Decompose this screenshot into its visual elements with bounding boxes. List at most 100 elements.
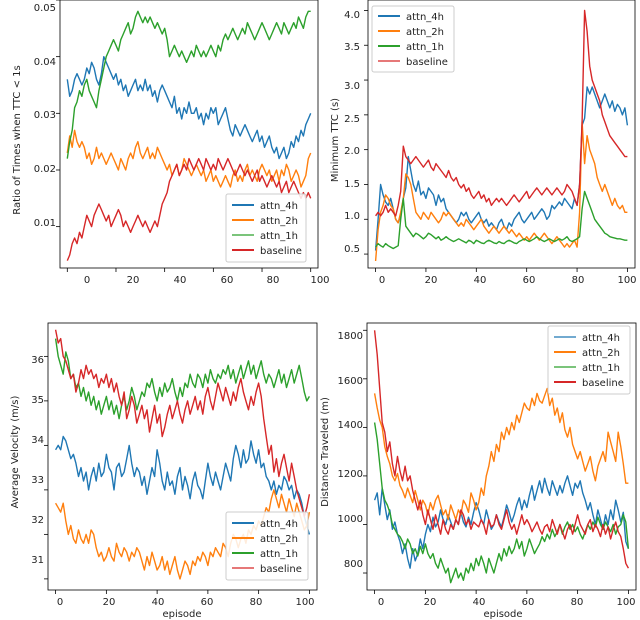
xtick-label: 0 bbox=[57, 597, 63, 608]
plot-area bbox=[363, 322, 637, 594]
ytick-labels: 0.01 0.02 0.03 0.04 0.05 bbox=[34, 3, 56, 229]
legend-box bbox=[225, 511, 309, 581]
legend: attn_4h attn_2h attn_1h baseline bbox=[225, 511, 309, 581]
legend-label-attn-2h: attn_2h bbox=[260, 534, 298, 545]
xtick-label: 100 bbox=[616, 597, 635, 608]
axes-frame bbox=[366, 322, 637, 591]
ylabel: Distance Traveled (m) bbox=[320, 397, 331, 507]
xtick-label: 40 bbox=[474, 275, 487, 286]
xtick-label: 60 bbox=[522, 597, 535, 608]
ytick-label: 1200 bbox=[338, 469, 363, 480]
ytick-label: 0.05 bbox=[34, 3, 56, 14]
series-line-attn-1h bbox=[375, 190, 628, 250]
series-line-baseline bbox=[375, 9, 628, 217]
legend-label-attn-4h: attn_4h bbox=[582, 333, 620, 344]
ytick-label: 31 bbox=[31, 555, 44, 566]
chart-distance-traveled: Distance Traveled (m) 800 1000 1200 1400… bbox=[320, 322, 637, 620]
xtick-labels: 0 20 40 60 80 100 bbox=[378, 597, 636, 608]
series-line-attn-2h bbox=[374, 121, 628, 262]
series-line-baseline bbox=[66, 157, 312, 261]
axes-frame bbox=[367, 0, 636, 269]
ytick-label: 800 bbox=[344, 559, 363, 570]
ytick-labels: 31 32 33 34 35 36 bbox=[31, 355, 44, 566]
plot-area bbox=[364, 0, 636, 272]
xtick-label: 20 bbox=[103, 597, 116, 608]
ytick-label: 3.5 bbox=[344, 42, 360, 53]
xtick-label: 20 bbox=[425, 275, 438, 286]
legend-label-attn-4h: attn_4h bbox=[260, 201, 298, 212]
ytick-label: 1.5 bbox=[344, 179, 360, 190]
series-line-attn-2h bbox=[66, 129, 312, 188]
chart-ttc-ratio: Ratio of Times when TTC < 1s 0.01 0.02 0… bbox=[12, 0, 330, 286]
xtick-label: 40 bbox=[473, 597, 486, 608]
series-line-attn-2h bbox=[54, 489, 311, 580]
xtick-label: 100 bbox=[310, 275, 329, 286]
legend-label-baseline: baseline bbox=[260, 564, 302, 575]
ytick-label: 0.01 bbox=[34, 218, 56, 229]
ylabel: Average Velocity (m/s) bbox=[10, 396, 21, 509]
series-line-baseline bbox=[373, 330, 630, 569]
ytick-label: 2.5 bbox=[344, 114, 360, 125]
legend: attn_4h attn_2h attn_1h baseline bbox=[225, 193, 307, 263]
ytick-label: 32 bbox=[31, 515, 44, 526]
series-line-attn-2h bbox=[373, 387, 629, 521]
xtick-labels: 0 20 40 60 80 100 bbox=[57, 597, 315, 608]
legend-label-attn-1h: attn_1h bbox=[260, 549, 298, 560]
legend-label-attn-4h: attn_4h bbox=[260, 519, 298, 530]
ytick-label: 35 bbox=[31, 395, 44, 406]
xtick-label: 40 bbox=[174, 275, 187, 286]
legend: attn_4h attn_2h attn_1h baseline bbox=[547, 325, 631, 395]
series-line-baseline bbox=[54, 329, 311, 518]
legend-label-attn-1h: attn_1h bbox=[260, 231, 298, 242]
ytick-label: 1.0 bbox=[344, 211, 360, 222]
ytick-label: 33 bbox=[31, 475, 44, 486]
series-line-attn-4h bbox=[66, 56, 312, 160]
ytick-label: 0.02 bbox=[34, 164, 56, 175]
xtick-labels: 0 20 40 60 80 100 bbox=[379, 275, 637, 286]
ytick-label: 4.0 bbox=[344, 10, 360, 21]
xtick-labels: 0 20 40 60 80 100 bbox=[84, 275, 330, 286]
ytick-label: 1000 bbox=[338, 514, 363, 525]
legend-label-baseline: baseline bbox=[582, 378, 624, 389]
ytick-label: 0.04 bbox=[34, 57, 56, 68]
xtick-label: 20 bbox=[424, 597, 437, 608]
legend-label-baseline: baseline bbox=[260, 246, 302, 257]
xtick-label: 80 bbox=[571, 597, 584, 608]
ylabel: Ratio of Times when TTC < 1s bbox=[12, 65, 23, 214]
ytick-label: 34 bbox=[31, 435, 44, 446]
legend-label-attn-2h: attn_2h bbox=[406, 27, 444, 38]
ytick-label: 2.0 bbox=[344, 146, 360, 157]
axes-frame bbox=[47, 322, 318, 591]
series-line-attn-1h bbox=[66, 10, 311, 159]
legend-label-attn-2h: attn_2h bbox=[260, 216, 298, 227]
ytick-labels: 800 1000 1200 1400 1600 1800 bbox=[338, 331, 363, 570]
plot-area bbox=[56, 0, 319, 272]
legend-label-attn-2h: attn_2h bbox=[582, 348, 620, 359]
legend-box bbox=[371, 5, 455, 73]
plot-area bbox=[44, 322, 318, 594]
xtick-label: 60 bbox=[221, 275, 234, 286]
xtick-label: 0 bbox=[379, 275, 385, 286]
legend-box bbox=[225, 193, 307, 263]
chart-min-ttc: Minimum TTC (s) 0.5 1.0 1.5 2.0 2.5 3.0 … bbox=[330, 0, 637, 286]
xtick-label: 100 bbox=[295, 597, 314, 608]
series-line-attn-4h bbox=[374, 86, 629, 251]
ytick-label: 1800 bbox=[338, 331, 363, 342]
ytick-label: 3.0 bbox=[344, 81, 360, 92]
ytick-label: 36 bbox=[31, 355, 44, 366]
xtick-label: 20 bbox=[127, 275, 140, 286]
xtick-label: 0 bbox=[378, 597, 384, 608]
legend-label-attn-1h: attn_1h bbox=[582, 363, 620, 374]
legend-label-attn-4h: attn_4h bbox=[406, 12, 444, 23]
ylabel: Minimum TTC (s) bbox=[330, 98, 341, 182]
xtick-label: 80 bbox=[572, 275, 585, 286]
series-line-attn-1h bbox=[54, 338, 311, 420]
xlabel: episode bbox=[162, 609, 201, 620]
ytick-label: 0.5 bbox=[344, 244, 360, 255]
series-line-attn-4h bbox=[54, 435, 311, 535]
legend-label-baseline: baseline bbox=[406, 57, 448, 68]
ytick-label: 0.03 bbox=[34, 110, 56, 121]
legend-label-attn-1h: attn_1h bbox=[406, 42, 444, 53]
xtick-label: 0 bbox=[84, 275, 90, 286]
